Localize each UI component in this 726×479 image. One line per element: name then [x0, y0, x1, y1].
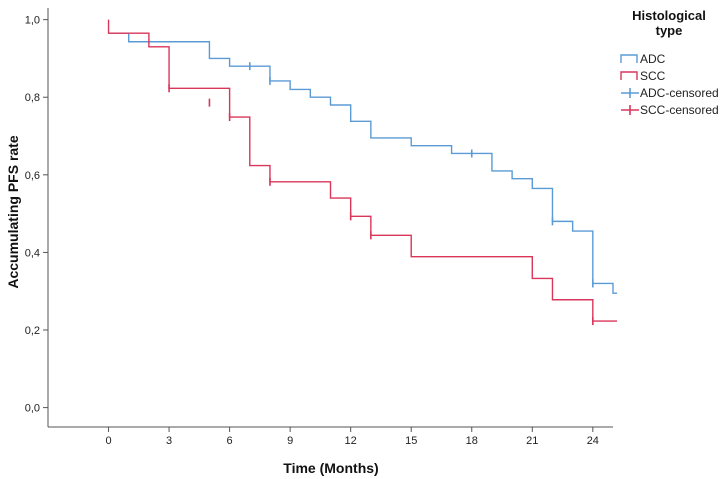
legend-title: type	[656, 23, 683, 38]
legend-adc-symbol	[620, 54, 638, 63]
legend-adc-label: ADC	[640, 52, 666, 66]
y-tick-label: 0,8	[25, 92, 40, 104]
y-tick-label: 0,0	[25, 403, 40, 415]
y-tick-label: 1,0	[25, 15, 40, 27]
scc-curve	[107, 19, 618, 322]
x-tick-label: 0	[105, 435, 111, 447]
x-tick-label: 9	[287, 435, 293, 447]
y-tick-label: 0,2	[25, 325, 40, 337]
y-tick-label: 0,6	[25, 170, 40, 182]
x-tick-label: 3	[166, 435, 172, 447]
x-tick-label: 24	[587, 435, 599, 447]
legend-title: Histological	[632, 8, 706, 23]
axes: 0 3 6 9 12 15 18 21 24 0,0 0,2 0,4 0,6 0,8 1,0	[25, 8, 613, 447]
plot-area	[107, 19, 618, 326]
legend-adc-censored-label: ADC-censored	[640, 86, 719, 100]
x-tick-label: 15	[405, 435, 417, 447]
legend-scc-symbol	[620, 71, 638, 80]
legend-scc-label: SCC	[640, 69, 666, 83]
x-tick-label: 6	[227, 435, 233, 447]
y-axis-title: Accumulating PFS rate	[5, 135, 21, 288]
legend-scc-censored-label: SCC-censored	[640, 103, 719, 117]
adc-curve	[108, 32, 618, 294]
x-axis-title: Time (Months)	[283, 460, 378, 476]
x-tick-label: 12	[345, 435, 357, 447]
y-tick-label: 0,4	[25, 247, 40, 259]
x-tick-label: 21	[526, 435, 538, 447]
x-tick-label: 18	[466, 435, 478, 447]
